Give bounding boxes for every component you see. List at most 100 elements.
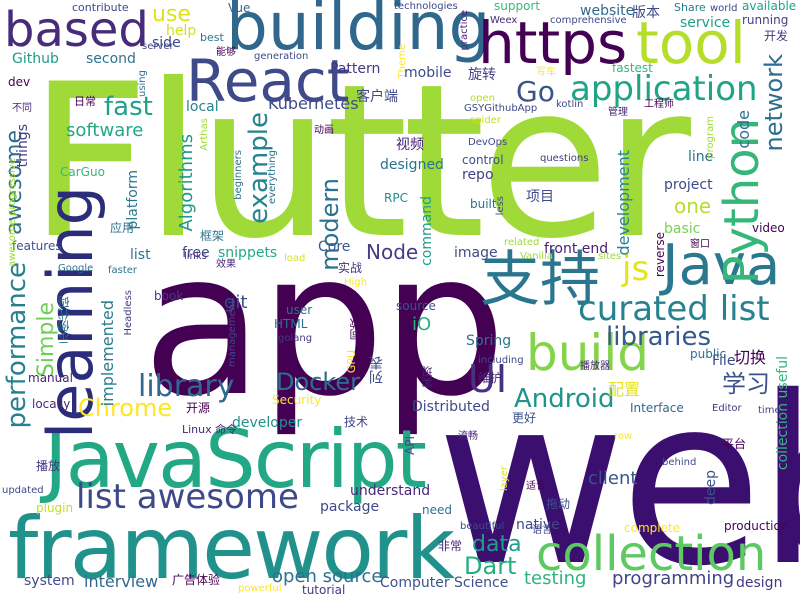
word: Weex bbox=[490, 15, 518, 26]
word: beginners bbox=[233, 150, 244, 200]
word: service bbox=[680, 15, 731, 31]
word: free bbox=[182, 245, 210, 261]
word: 客户端 bbox=[356, 89, 398, 105]
word: manual bbox=[28, 371, 73, 385]
word: Interface bbox=[630, 401, 684, 415]
word: built bbox=[470, 197, 497, 211]
word: best bbox=[200, 31, 224, 44]
word: 工程师 bbox=[644, 99, 674, 110]
word: technologies bbox=[394, 1, 458, 12]
word: Kubernetes bbox=[268, 94, 359, 113]
word: 框架 bbox=[200, 229, 225, 243]
word: GSYGithubApp bbox=[464, 103, 538, 114]
word: 项目 bbox=[526, 189, 554, 205]
word: Spring bbox=[466, 333, 512, 349]
word: Security bbox=[272, 393, 322, 407]
word: Pattern bbox=[330, 61, 381, 77]
word: help bbox=[166, 23, 197, 39]
word: app bbox=[142, 209, 507, 440]
word: 管理 bbox=[608, 107, 628, 118]
word: Chrome bbox=[78, 394, 173, 422]
word: git bbox=[224, 292, 248, 313]
word: control bbox=[462, 153, 504, 167]
word: https bbox=[478, 9, 628, 77]
word: plugin bbox=[36, 501, 74, 515]
word: open source bbox=[272, 566, 383, 587]
word: testing bbox=[524, 568, 587, 589]
word: design bbox=[736, 575, 783, 591]
word: running bbox=[742, 13, 789, 27]
word: 适合 bbox=[526, 481, 546, 492]
word: implemented bbox=[98, 300, 117, 407]
word: interview bbox=[84, 572, 159, 591]
word: local bbox=[186, 99, 219, 115]
word: 非常 bbox=[438, 539, 463, 553]
word: Computer Science bbox=[380, 575, 509, 591]
word: 旋转 bbox=[468, 67, 496, 83]
word: command bbox=[419, 196, 435, 266]
word: sites bbox=[598, 251, 622, 262]
word: dev bbox=[8, 75, 31, 89]
word: front end bbox=[544, 241, 609, 257]
word: support bbox=[494, 0, 541, 13]
word: 语言 bbox=[532, 525, 552, 536]
word: JavaScript bbox=[44, 413, 427, 506]
word: developer bbox=[232, 415, 303, 431]
word: js bbox=[622, 249, 650, 289]
word: High bbox=[344, 277, 367, 288]
word: development bbox=[614, 150, 633, 256]
word: 维护 bbox=[478, 371, 503, 385]
word: system bbox=[24, 573, 75, 589]
word: program bbox=[705, 116, 716, 159]
word: curated list bbox=[578, 289, 770, 329]
word: available bbox=[742, 0, 797, 13]
word: public bbox=[690, 347, 727, 361]
word: spider bbox=[470, 115, 501, 126]
word: Github bbox=[12, 51, 59, 67]
word: Share bbox=[674, 1, 706, 14]
word: list bbox=[130, 247, 151, 263]
word: 学习 bbox=[722, 370, 770, 398]
word: library bbox=[138, 369, 235, 404]
word: 开发 bbox=[764, 29, 789, 43]
word: server bbox=[142, 41, 174, 52]
word: questions bbox=[540, 153, 589, 164]
word: client bbox=[588, 468, 638, 489]
word: list awesome bbox=[76, 477, 299, 517]
word: build bbox=[526, 324, 649, 382]
word: 广告 bbox=[172, 573, 197, 587]
word: time bbox=[758, 405, 781, 416]
word: code bbox=[734, 110, 753, 149]
word: basic bbox=[664, 221, 701, 237]
word: modern bbox=[316, 178, 344, 271]
word: fastest bbox=[612, 61, 653, 75]
word: image bbox=[454, 245, 498, 261]
word: 实现 bbox=[421, 366, 434, 388]
word: related bbox=[504, 237, 540, 248]
word: HTML bbox=[274, 317, 308, 331]
word: less bbox=[495, 196, 506, 216]
word: 不同 bbox=[12, 103, 32, 114]
word: locally bbox=[32, 397, 71, 411]
word: faster bbox=[108, 265, 138, 276]
word: beautiful bbox=[460, 521, 505, 532]
word: Docker bbox=[276, 368, 361, 396]
word: things bbox=[15, 124, 31, 168]
word: API bbox=[403, 436, 417, 455]
word: 播放器 bbox=[580, 361, 610, 372]
word: 视频 bbox=[396, 137, 424, 153]
word: 体验 bbox=[196, 573, 221, 587]
word: performance bbox=[2, 262, 32, 429]
word: application bbox=[570, 69, 758, 109]
word: File bbox=[712, 353, 736, 369]
word: Flutter bbox=[28, 38, 691, 285]
word: 能够 bbox=[216, 47, 236, 58]
word: Java bbox=[662, 233, 781, 298]
word: kotlin bbox=[556, 99, 584, 110]
word: project bbox=[664, 177, 713, 193]
word: Android bbox=[514, 384, 615, 414]
word: snippets bbox=[218, 245, 278, 261]
word: Vanilla bbox=[520, 251, 553, 262]
word: React bbox=[186, 47, 350, 115]
word: 播放 bbox=[36, 459, 61, 473]
